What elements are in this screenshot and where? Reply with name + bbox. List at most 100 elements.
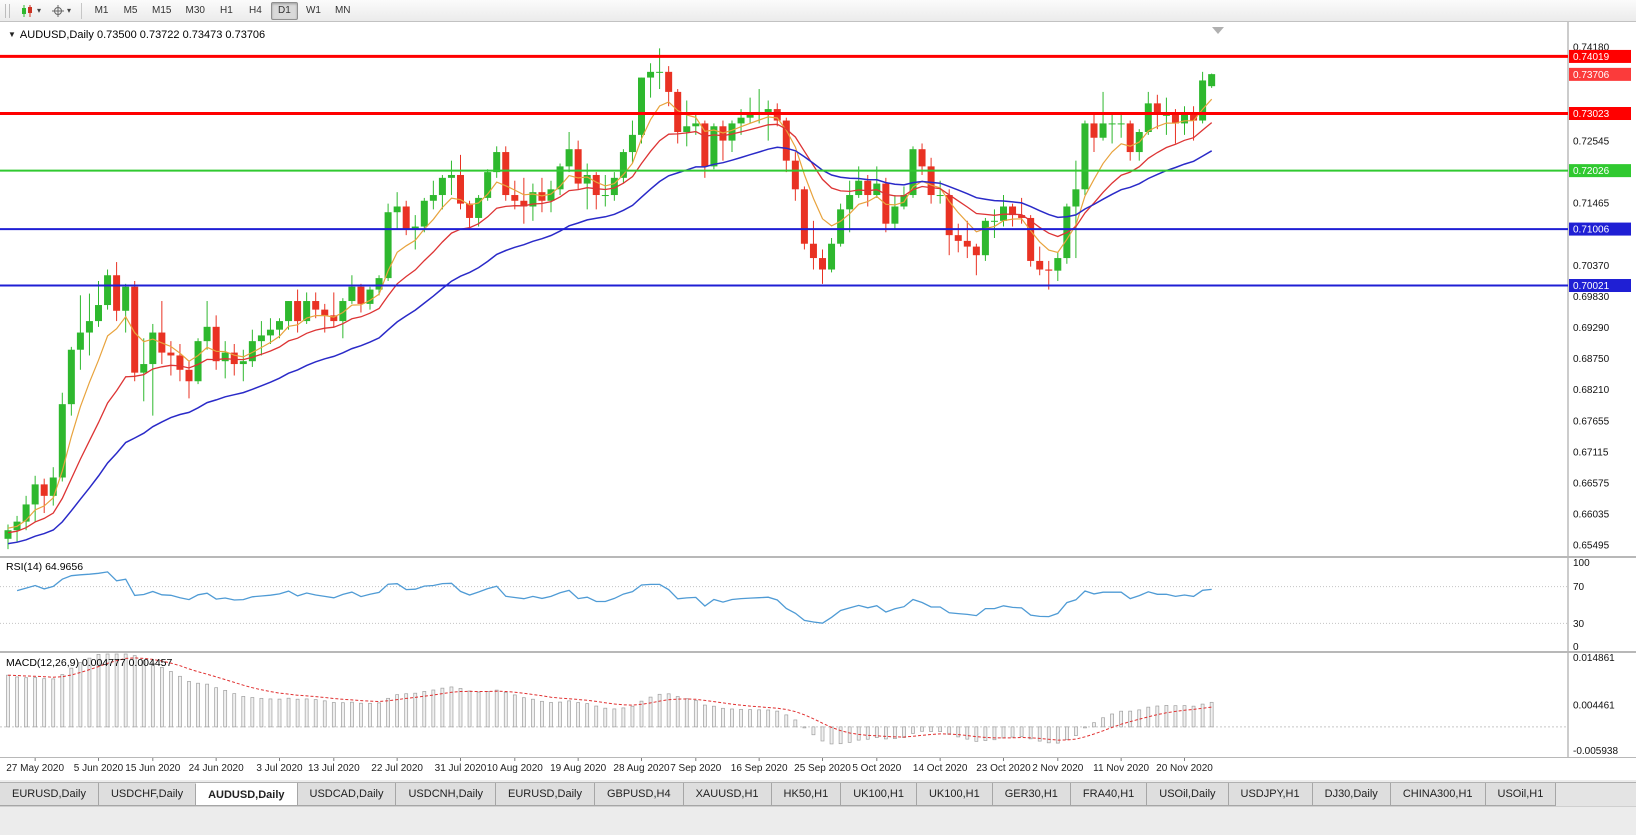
chart-tab-UK100-H1[interactable]: UK100,H1 <box>915 783 993 806</box>
chart-tab-EURUSD-Daily[interactable]: EURUSD,Daily <box>495 783 595 806</box>
chart-tab-USDCHF-Daily[interactable]: USDCHF,Daily <box>97 783 197 806</box>
chart-tab-AUDUSD-Daily[interactable]: AUDUSD,Daily <box>195 783 298 806</box>
svg-text:0.72545: 0.72545 <box>1573 136 1610 147</box>
svg-text:0.014861: 0.014861 <box>1573 653 1615 664</box>
chart-tab-USOil-H1[interactable]: USOil,H1 <box>1484 783 1557 806</box>
svg-text:11 Nov 2020: 11 Nov 2020 <box>1093 763 1149 774</box>
rsi-line <box>16 571 1212 624</box>
chart-tab-CHINA300-H1[interactable]: CHINA300,H1 <box>1389 783 1486 806</box>
rsi-axis-labels: 100 70 30 0 <box>1573 558 1590 653</box>
chart-tab-USOil-Daily[interactable]: USOil,Daily <box>1146 783 1229 806</box>
svg-text:0.67115: 0.67115 <box>1573 448 1609 459</box>
current-price-badge <box>1569 67 1631 81</box>
chart-plot-area[interactable] <box>0 22 1636 780</box>
chart-tab-GBPUSD-H4[interactable]: GBPUSD,H4 <box>594 783 684 806</box>
chart-tab-USDCNH-Daily[interactable]: USDCNH,Daily <box>395 783 497 806</box>
chart-ohlc-values: 0.73500 0.73722 0.73473 0.73706 <box>96 29 266 41</box>
chart-tab-HK50-H1[interactable]: HK50,H1 <box>770 783 842 806</box>
bottom-strip <box>0 806 1636 835</box>
level-price-badge <box>1569 49 1631 63</box>
macd-axis-labels: 0.014861 0.004461 -0.005938 <box>1573 653 1618 757</box>
timeframe-button-M5[interactable]: M5 <box>123 5 138 16</box>
macd-indicator-label: MACD(12,26,9) 0.004777 0.004457 <box>6 657 173 669</box>
svg-text:0.65495: 0.65495 <box>1573 540 1610 551</box>
svg-text:13 Jul 2020: 13 Jul 2020 <box>308 763 360 774</box>
svg-text:20 Nov 2020: 20 Nov 2020 <box>1156 763 1213 774</box>
rsi-indicator-label: RSI(14) 64.9656 <box>6 561 84 573</box>
crosshair-icon <box>52 4 65 17</box>
chart-tab-USDJPY-H1[interactable]: USDJPY,H1 <box>1227 783 1313 806</box>
svg-text:3 Jul 2020: 3 Jul 2020 <box>256 763 303 774</box>
chart-symbol-period: AUDUSD,Daily <box>19 29 94 41</box>
svg-text:24 Jun 2020: 24 Jun 2020 <box>189 763 244 774</box>
svg-text:0.68210: 0.68210 <box>1573 385 1610 396</box>
svg-text:0.66035: 0.66035 <box>1573 509 1610 520</box>
chart-shift-marker[interactable] <box>1212 27 1224 34</box>
svg-text:0: 0 <box>1573 642 1579 653</box>
ma-fast-line <box>7 98 1213 529</box>
level-price-badge <box>1569 164 1631 178</box>
svg-text:23 Oct 2020: 23 Oct 2020 <box>976 763 1031 774</box>
svg-text:0.72026: 0.72026 <box>1573 166 1610 177</box>
chart-type-button[interactable]: ▾ <box>16 2 45 20</box>
horizontal-level-lines <box>0 54 1568 287</box>
svg-text:22 Jul 2020: 22 Jul 2020 <box>371 763 423 774</box>
toolbar-grip-icon[interactable] <box>5 3 10 18</box>
chart-svg[interactable]: 0.74180 0.72545 0.71465 0.70370 0.69830 0.692… <box>0 0 1636 782</box>
ma-slow-line <box>7 146 1213 545</box>
svg-text:0.68750: 0.68750 <box>1573 354 1610 365</box>
toolbar-separator <box>81 2 83 19</box>
svg-text:0.69290: 0.69290 <box>1573 323 1610 334</box>
timeframe-button-H4[interactable]: H4 <box>249 5 262 16</box>
timeframe-button-M15[interactable]: M15 <box>152 5 172 16</box>
svg-text:0.70370: 0.70370 <box>1573 261 1610 272</box>
timeframe-button-H1[interactable]: H1 <box>220 5 233 16</box>
svg-text:0.66575: 0.66575 <box>1573 478 1610 489</box>
svg-text:0.69830: 0.69830 <box>1573 292 1610 303</box>
collapse-arrow-icon[interactable]: ▼ <box>8 30 16 39</box>
svg-text:0.74019: 0.74019 <box>1573 52 1610 63</box>
svg-text:0.70021: 0.70021 <box>1573 281 1610 292</box>
svg-text:70: 70 <box>1573 582 1585 593</box>
price-axis-labels: 0.74180 0.72545 0.71465 0.70370 0.69830 0.692… <box>1573 43 1610 552</box>
svg-text:19 Aug 2020: 19 Aug 2020 <box>550 763 607 774</box>
timeframe-button-MN[interactable]: MN <box>334 5 351 16</box>
timeframe-button-D1[interactable]: D1 <box>270 1 298 20</box>
chart-tab-USDCAD-Daily[interactable]: USDCAD,Daily <box>296 783 397 806</box>
svg-text:7 Sep 2020: 7 Sep 2020 <box>670 763 722 774</box>
top-toolbar: ▾ ▾ M1 M5 M15 M30 H1 H4 D1 W1 MN <box>0 0 1636 22</box>
price-badges: 0.74019 0.73023 0.72026 0.71006 0.70021 0.737… <box>1569 49 1631 293</box>
timeframe-button-W1[interactable]: W1 <box>305 5 321 16</box>
candlestick-chart-icon <box>22 4 32 17</box>
chart-tab-EURUSD-Daily[interactable]: EURUSD,Daily <box>0 783 99 806</box>
level-price-badge <box>1569 107 1631 121</box>
time-axis-labels: 27 May 2020 5 Jun 2020 15 Jun 2020 24 Jun 2… <box>6 758 1213 774</box>
svg-text:0.67655: 0.67655 <box>1573 417 1610 428</box>
chart-tabs-bar: EURUSD,Daily USDCHF,Daily AUDUSD,Daily USDC… <box>0 782 1636 806</box>
chart-tab-UK100-H1[interactable]: UK100,H1 <box>840 783 917 806</box>
macd-signal-line <box>7 657 1212 741</box>
chart-tab-FRA40-H1[interactable]: FRA40,H1 <box>1069 783 1148 806</box>
svg-text:2 Nov 2020: 2 Nov 2020 <box>1032 763 1084 774</box>
caret-down-icon: ▾ <box>37 6 42 15</box>
chart-tab-GER30-H1[interactable]: GER30,H1 <box>991 783 1071 806</box>
svg-text:30: 30 <box>1573 619 1585 630</box>
caret-down-icon: ▾ <box>67 6 72 15</box>
svg-text:15 Jun 2020: 15 Jun 2020 <box>125 763 180 774</box>
svg-text:14 Oct 2020: 14 Oct 2020 <box>913 763 968 774</box>
level-price-badge <box>1569 279 1631 293</box>
ma-medium-line <box>7 122 1213 534</box>
chart-tab-DJ30-Daily[interactable]: DJ30,Daily <box>1311 783 1391 806</box>
level-price-badge <box>1569 222 1631 236</box>
chart-tab-XAUUSD-H1[interactable]: XAUUSD,H1 <box>682 783 772 806</box>
svg-text:31 Jul 2020: 31 Jul 2020 <box>435 763 487 774</box>
svg-text:27 May 2020: 27 May 2020 <box>6 763 64 774</box>
timeframe-group: M1 M5 M15 M30 H1 H4 D1 W1 MN <box>87 1 357 20</box>
timeframe-button-M1[interactable]: M1 <box>94 5 109 16</box>
timeframe-button-M30[interactable]: M30 <box>185 5 205 16</box>
crosshair-button[interactable]: ▾ <box>47 2 75 20</box>
svg-text:28 Aug 2020: 28 Aug 2020 <box>613 763 670 774</box>
svg-text:16 Sep 2020: 16 Sep 2020 <box>731 763 788 774</box>
svg-text:5 Jun 2020: 5 Jun 2020 <box>74 763 124 774</box>
svg-text:100: 100 <box>1573 558 1590 569</box>
